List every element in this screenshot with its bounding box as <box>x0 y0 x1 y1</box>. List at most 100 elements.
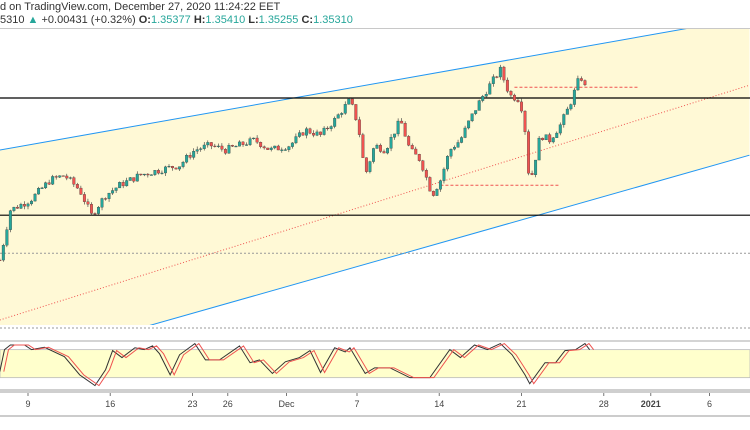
candle <box>139 173 143 176</box>
candle <box>368 161 372 172</box>
candle <box>558 124 562 134</box>
x-tick-label: 21 <box>516 399 526 409</box>
x-tick-label: 26 <box>223 399 233 409</box>
candle <box>185 155 189 163</box>
channel-lower-line <box>149 154 750 325</box>
candle <box>255 137 259 143</box>
candle <box>23 204 26 207</box>
candle <box>386 148 389 154</box>
candle <box>449 148 453 157</box>
candle <box>283 149 287 151</box>
candle <box>491 76 495 84</box>
candle <box>340 113 344 115</box>
candle <box>583 80 587 86</box>
candle <box>47 182 51 185</box>
candle <box>551 137 555 143</box>
candle <box>220 145 224 150</box>
candle <box>58 175 62 178</box>
stoch-band <box>0 349 750 379</box>
candle <box>280 149 284 151</box>
candle <box>146 173 150 176</box>
stoch-k-line <box>0 342 591 387</box>
candle <box>227 145 231 154</box>
candle <box>396 120 400 135</box>
candle <box>171 166 174 169</box>
candle <box>354 104 358 120</box>
candle <box>107 192 111 199</box>
candle <box>290 142 294 147</box>
ohlc-legend: 5310 ▲ +0.00431 (+0.32%) O:1.35377 H:1.3… <box>0 14 353 26</box>
candle <box>79 187 83 195</box>
candle <box>40 187 44 189</box>
candle <box>276 145 280 151</box>
candle <box>350 98 354 105</box>
candle <box>86 201 90 205</box>
candle <box>294 136 298 144</box>
candle <box>192 151 196 158</box>
candle <box>12 206 16 211</box>
candle <box>336 114 340 119</box>
candle <box>357 119 361 135</box>
candle <box>537 137 541 161</box>
candle <box>534 159 538 175</box>
stoch-d-line <box>3 342 595 387</box>
candle <box>262 146 266 149</box>
candle <box>100 198 104 208</box>
candle <box>33 193 37 202</box>
candle <box>375 144 379 149</box>
candle <box>1 245 5 261</box>
candle <box>555 132 559 138</box>
candle <box>453 147 456 150</box>
x-tick-label: 6 <box>707 399 712 409</box>
candle <box>209 142 213 147</box>
candle <box>523 110 527 132</box>
low-label: L: <box>248 14 259 26</box>
candle <box>424 170 428 178</box>
candle <box>477 100 481 111</box>
candle <box>164 166 167 174</box>
candle <box>474 110 478 114</box>
candle <box>438 180 442 190</box>
candle <box>572 89 576 105</box>
x-tick-label: 7 <box>354 399 359 409</box>
candle <box>312 133 315 136</box>
candle <box>75 184 79 189</box>
candle <box>502 66 506 81</box>
candle <box>195 149 199 152</box>
candle <box>26 203 30 207</box>
candle <box>417 154 421 161</box>
candle <box>488 83 492 95</box>
candle <box>527 131 530 174</box>
candle <box>326 127 330 130</box>
candle <box>104 198 107 200</box>
candle <box>520 101 523 112</box>
candle <box>460 137 464 143</box>
candle <box>513 94 516 101</box>
candle <box>160 172 164 174</box>
candle <box>308 128 312 134</box>
candle <box>541 137 545 141</box>
time-axis-bar <box>0 389 750 393</box>
candle <box>463 127 467 138</box>
candle <box>135 173 139 182</box>
candle <box>333 118 337 127</box>
candle <box>530 173 534 175</box>
candle <box>252 137 256 139</box>
candle <box>199 148 203 150</box>
channel-upper-line <box>0 29 687 151</box>
candle <box>329 126 333 129</box>
candle <box>65 175 69 179</box>
x-tick-label: 16 <box>105 399 115 409</box>
price-change: +0.00431 (+0.32%) <box>41 14 136 26</box>
candle <box>111 190 115 194</box>
high-value: 1.35410 <box>205 14 246 26</box>
candle <box>347 98 351 105</box>
candle <box>15 206 19 209</box>
candle <box>403 123 407 137</box>
candle <box>37 188 41 195</box>
candle <box>259 141 263 147</box>
candle <box>188 155 192 158</box>
candle <box>410 145 414 150</box>
candle <box>393 133 397 138</box>
